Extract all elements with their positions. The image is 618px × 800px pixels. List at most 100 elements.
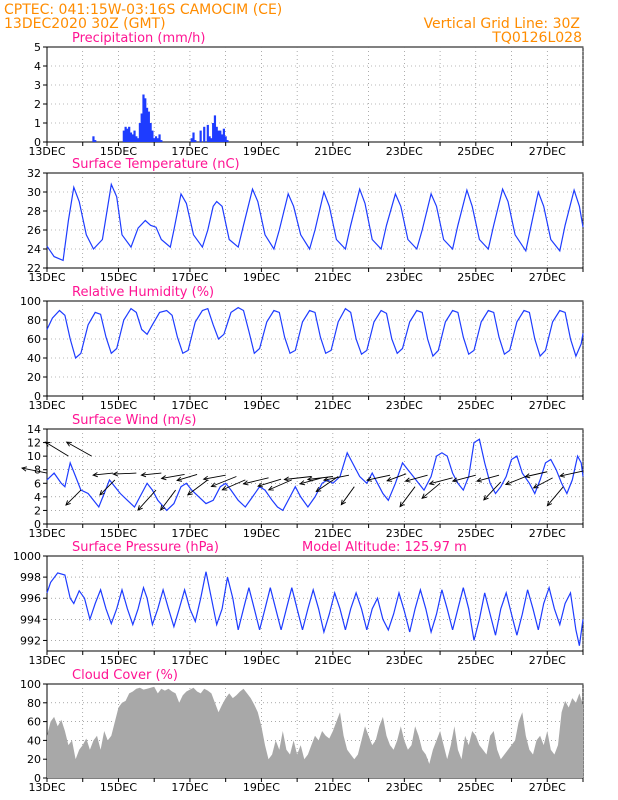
wind-vector [268, 479, 292, 491]
precip-bar [153, 138, 156, 142]
panel-rh: 0 20 40 60 80 100 13DEC 15DEC 17DEC 19DEC 21DEC 23D… [20, 285, 584, 412]
wind-vector [137, 489, 157, 511]
wind-vector [323, 474, 350, 481]
model-code: TQ0126L028 [491, 30, 582, 46]
y-tick-label: 0 [34, 772, 41, 785]
precip-bar [122, 130, 125, 142]
x-tick-label: 17DEC [171, 271, 208, 284]
x-tick-label: 25DEC [457, 271, 494, 284]
precip-bar [144, 98, 147, 142]
wind-vector-head [483, 495, 489, 501]
wind-vector-head [160, 475, 167, 481]
wind-vector [99, 479, 116, 496]
wind-vector [284, 476, 312, 480]
wind-vector [559, 470, 584, 477]
y-tick-label: 22 [27, 262, 41, 275]
precip-bar [133, 130, 136, 142]
precip-bar [220, 134, 224, 142]
precip-bar [210, 138, 213, 142]
x-tick-label: 21DEC [314, 654, 351, 667]
precip-bar [217, 130, 220, 142]
wind-vector [483, 481, 502, 501]
x-tick-label: 13DEC [28, 654, 65, 667]
x-tick-label: 21DEC [314, 399, 351, 412]
precip-bar [147, 111, 150, 142]
y-tick-label: 6 [34, 477, 41, 490]
precip-bar [190, 138, 193, 142]
precip-bar [149, 123, 152, 142]
run-timestamp: 13DEC2020 30Z (GMT) [4, 16, 166, 32]
wind-vector-head [340, 499, 346, 506]
x-tick-label: 13DEC [28, 399, 65, 412]
precip-bar [138, 123, 142, 142]
y-tick-label: 40 [27, 734, 41, 747]
x-tick-label: 19DEC [243, 271, 280, 284]
y-tick-label: 14 [27, 423, 41, 436]
y-tick-label: 0 [34, 518, 41, 531]
x-tick-label: 25DEC [457, 527, 494, 540]
y-tick-label: 100 [20, 678, 41, 691]
x-tick-label: 25DEC [457, 145, 494, 158]
wind-vector [211, 476, 237, 487]
wind-vector [176, 474, 198, 481]
wind-line [46, 438, 584, 512]
y-tick-label: 20 [27, 753, 41, 766]
y-tick-label: 1000 [13, 550, 41, 563]
wind-vector [307, 476, 333, 480]
wind-vector [315, 476, 339, 492]
x-tick-label: 15DEC [100, 781, 137, 794]
y-tick-label: 20 [27, 371, 41, 384]
y-tick-label: 12 [27, 437, 41, 450]
wind-vector-head [451, 477, 458, 483]
precip-bar [192, 132, 195, 142]
wind-vector [45, 441, 69, 457]
y-tick-label: 60 [27, 333, 41, 346]
precip-bar [206, 124, 209, 142]
wind-vector [243, 477, 269, 485]
y-tick-label: 2 [34, 98, 41, 111]
wind-vector-head [366, 476, 373, 482]
x-tick-label: 25DEC [457, 654, 494, 667]
plot-frame [46, 46, 584, 143]
wind-vector-head [20, 466, 27, 472]
wind-vector-head [44, 441, 51, 447]
station-header: CPTEC: 041:15W-03:16S CAMOCIM (CE) [4, 2, 282, 18]
wind-vector-head [176, 476, 183, 482]
y-tick-label: 32 [27, 167, 41, 180]
wind-vector [452, 474, 476, 482]
precip-bar [126, 128, 129, 142]
wind-vector [340, 486, 355, 505]
wind-vector-head [524, 473, 531, 479]
wind-vector [93, 472, 114, 476]
precip-bar [145, 107, 149, 142]
wind-vector-head [210, 482, 217, 488]
plot-frame [46, 555, 584, 652]
panel-title: Surface Temperature (nC) [72, 157, 240, 172]
y-tick-label: 100 [20, 295, 41, 308]
x-tick-label: 13DEC [28, 271, 65, 284]
wind-vector-head [267, 485, 274, 491]
x-tick-label: 13DEC [28, 781, 65, 794]
x-tick-label: 19DEC [243, 145, 280, 158]
precip-bar [215, 126, 218, 142]
y-tick-label: 80 [27, 697, 41, 710]
wind-vector-head [221, 485, 228, 491]
precip-bar [94, 140, 97, 142]
wind-vector-head [112, 471, 119, 477]
panel-title: Cloud Cover (%) [72, 668, 178, 683]
plot-frame [46, 300, 584, 397]
wind-vector [203, 474, 226, 480]
precip-bar [222, 128, 225, 142]
y-tick-label: 2 [34, 504, 41, 517]
precip-bar [203, 126, 206, 142]
precip-bar [199, 130, 202, 142]
x-tick-label: 23DEC [386, 781, 423, 794]
x-tick-label: 19DEC [243, 527, 280, 540]
x-tick-label: 27DEC [529, 527, 566, 540]
x-tick-label: 21DEC [314, 145, 351, 158]
precip-bar [158, 134, 161, 142]
wind-vector-head [558, 472, 565, 478]
precip-bar [151, 130, 154, 142]
wind-vector-head [186, 490, 193, 496]
